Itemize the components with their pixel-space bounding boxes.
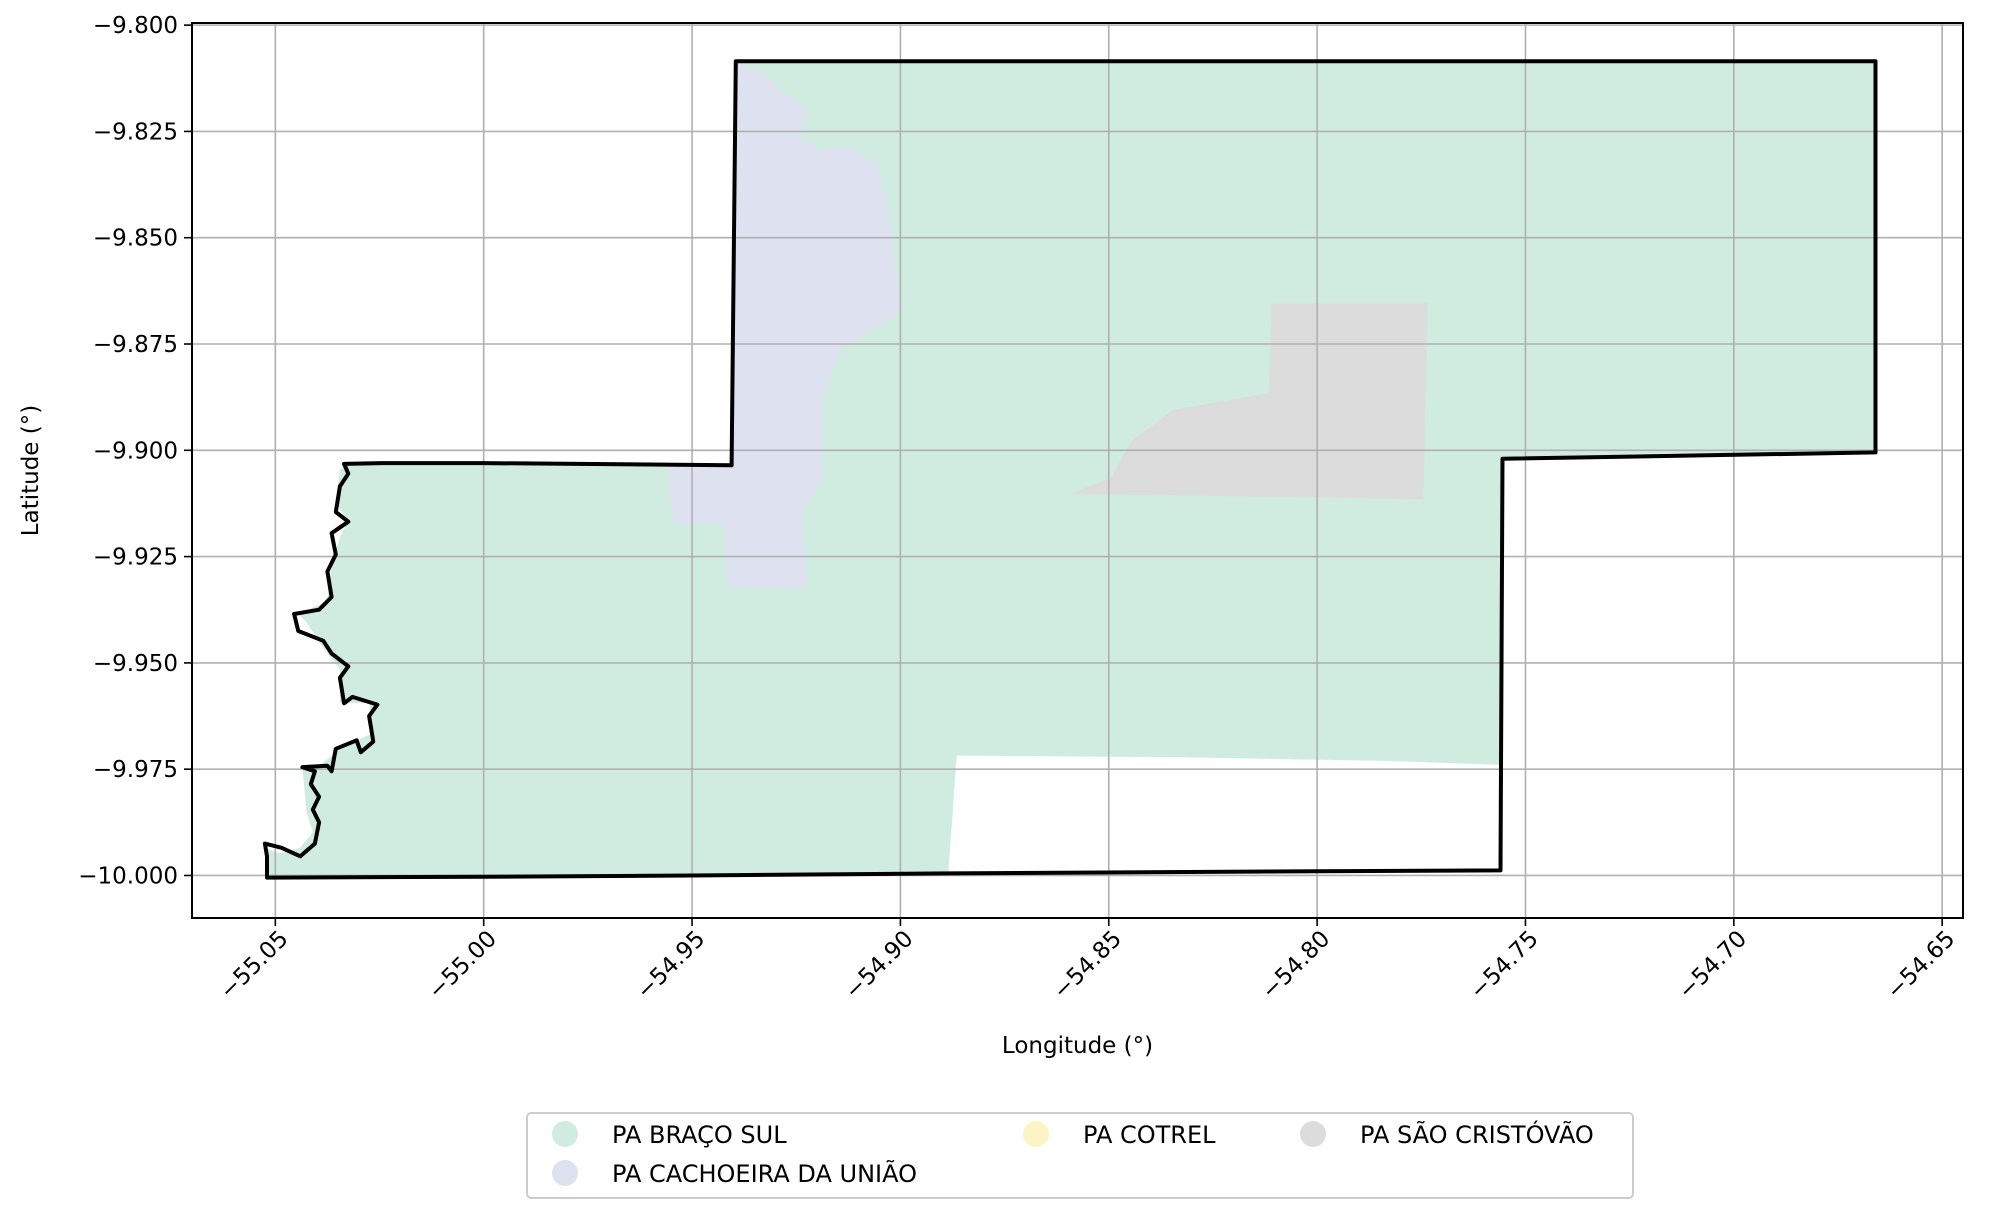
y-tick-label: −10.000	[78, 863, 178, 889]
legend-item-pa-braco-sul: PA BRAÇO SUL	[552, 1121, 787, 1149]
outline-polygon	[262, 59, 1878, 880]
y-tick-label: −9.825	[93, 119, 178, 145]
x-tick-label: −54.70	[1673, 926, 1752, 1005]
legend-swatch	[552, 1160, 578, 1186]
y-tick-label: −9.800	[93, 13, 178, 39]
y-tick-label: −9.850	[93, 226, 178, 252]
y-tick-label: −9.875	[93, 332, 178, 358]
x-axis-ticks: −55.05 −55.00 −54.95 −54.90 −54.85 −54.80 −54.…	[215, 918, 1960, 1004]
legend-item-pa-cotrel: PA COTREL	[1023, 1121, 1216, 1149]
x-tick-label: −54.65	[1882, 926, 1961, 1005]
region-fills	[264, 61, 1876, 877]
y-tick-label: −9.975	[93, 757, 178, 783]
boundary-outline	[262, 59, 1878, 880]
legend-label: PA SÃO CRISTÓVÃO	[1360, 1119, 1594, 1149]
region-pa-braco-sul	[264, 61, 1876, 877]
x-tick-label: −54.80	[1257, 926, 1336, 1005]
legend-label: PA CACHOEIRA DA UNIÃO	[612, 1158, 917, 1188]
region-pa-cachoeira-da-uniao	[667, 61, 901, 589]
x-tick-label: −55.05	[215, 926, 294, 1005]
x-tick-label: −54.75	[1465, 926, 1544, 1005]
legend-label: PA BRAÇO SUL	[612, 1121, 787, 1149]
x-tick-label: −55.00	[423, 926, 502, 1005]
x-tick-label: −54.95	[632, 926, 711, 1005]
y-tick-label: −9.900	[93, 438, 178, 464]
legend-swatch	[1300, 1121, 1326, 1147]
legend-swatch	[552, 1121, 578, 1147]
y-tick-label: −9.950	[93, 651, 178, 677]
legend-swatch	[1023, 1121, 1049, 1147]
legend-item-pa-sao-cristovao: PA SÃO CRISTÓVÃO	[1300, 1119, 1594, 1149]
legend: PA BRAÇO SUL PA CACHOEIRA DA UNIÃO PA COTR…	[526, 1112, 1634, 1199]
plot-frame	[191, 22, 1964, 919]
y-axis-ticks: −9.800 −9.825 −9.850 −9.875 −9.900 −9.925 −9.9…	[78, 13, 192, 889]
legend-label: PA COTREL	[1083, 1121, 1216, 1149]
gridlines	[192, 23, 1963, 918]
y-axis-label: Latitude (°)	[18, 405, 44, 536]
legend-box	[526, 1112, 1634, 1199]
x-axis-label: Longitude (°)	[1002, 1033, 1153, 1059]
x-tick-label: −54.90	[840, 926, 919, 1005]
y-tick-label: −9.925	[93, 545, 178, 571]
legend-item-pa-cachoeira-da-uniao: PA CACHOEIRA DA UNIÃO	[552, 1158, 917, 1188]
x-tick-label: −54.85	[1048, 926, 1127, 1005]
